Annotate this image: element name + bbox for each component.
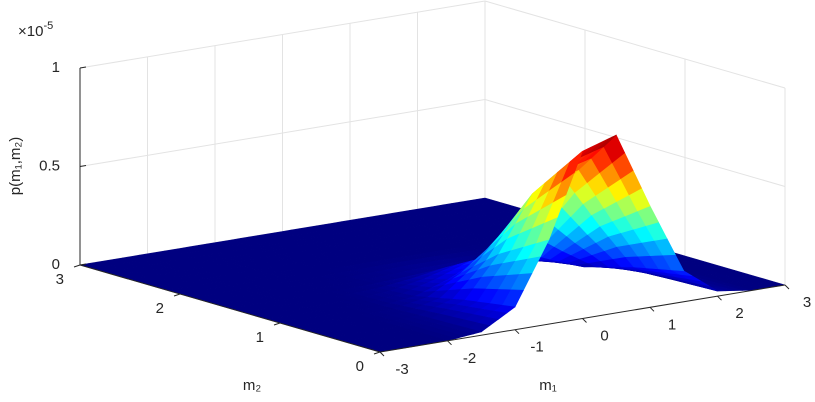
y-tick bbox=[173, 293, 181, 297]
grid-line bbox=[484, 0, 786, 89]
y-axis-line bbox=[79, 264, 381, 353]
x-axis-label: m₁ bbox=[539, 377, 557, 394]
grid-line bbox=[79, 0, 486, 69]
x-tick-label: 3 bbox=[803, 294, 811, 311]
z-multiplier-exponent: -5 bbox=[43, 20, 53, 32]
grid-line bbox=[79, 99, 486, 167]
x-tick-label: -1 bbox=[530, 339, 543, 356]
x-tick-label: -2 bbox=[463, 350, 476, 367]
z-multiplier-base: ×10 bbox=[18, 23, 43, 40]
grid-line bbox=[484, 99, 786, 187]
x-tick bbox=[784, 284, 790, 290]
y-tick-label: 1 bbox=[256, 329, 264, 346]
y-axis-label: m₂ bbox=[243, 377, 261, 394]
z-tick-label: 1 bbox=[52, 59, 60, 76]
y-tick bbox=[373, 351, 381, 355]
x-tick bbox=[717, 295, 722, 301]
x-tick-label: 1 bbox=[668, 316, 676, 333]
z-axis-label: p(m₁,m₂) bbox=[7, 137, 24, 195]
x-tick-label: 0 bbox=[600, 327, 608, 344]
z-tick bbox=[79, 66, 87, 69]
x-tick bbox=[649, 306, 655, 312]
x-tick-label: -3 bbox=[395, 361, 408, 378]
y-tick-label: 3 bbox=[56, 271, 64, 288]
x-tick-label: 2 bbox=[735, 305, 743, 322]
y-tick-label: 2 bbox=[156, 300, 164, 317]
x-tick bbox=[379, 351, 385, 357]
z-multiplier: ×10-5 bbox=[18, 20, 53, 40]
surface bbox=[79, 134, 786, 353]
y-tick bbox=[273, 322, 281, 326]
x-tick bbox=[582, 318, 587, 323]
x-tick bbox=[447, 340, 452, 346]
y-tick-label: 0 bbox=[356, 358, 364, 375]
z-tick bbox=[79, 263, 87, 266]
z-tick-label: 0 bbox=[52, 256, 60, 273]
x-tick bbox=[514, 329, 520, 335]
z-tick-label: 0.5 bbox=[39, 157, 60, 174]
y-tick bbox=[73, 264, 81, 268]
z-tick bbox=[79, 165, 87, 167]
